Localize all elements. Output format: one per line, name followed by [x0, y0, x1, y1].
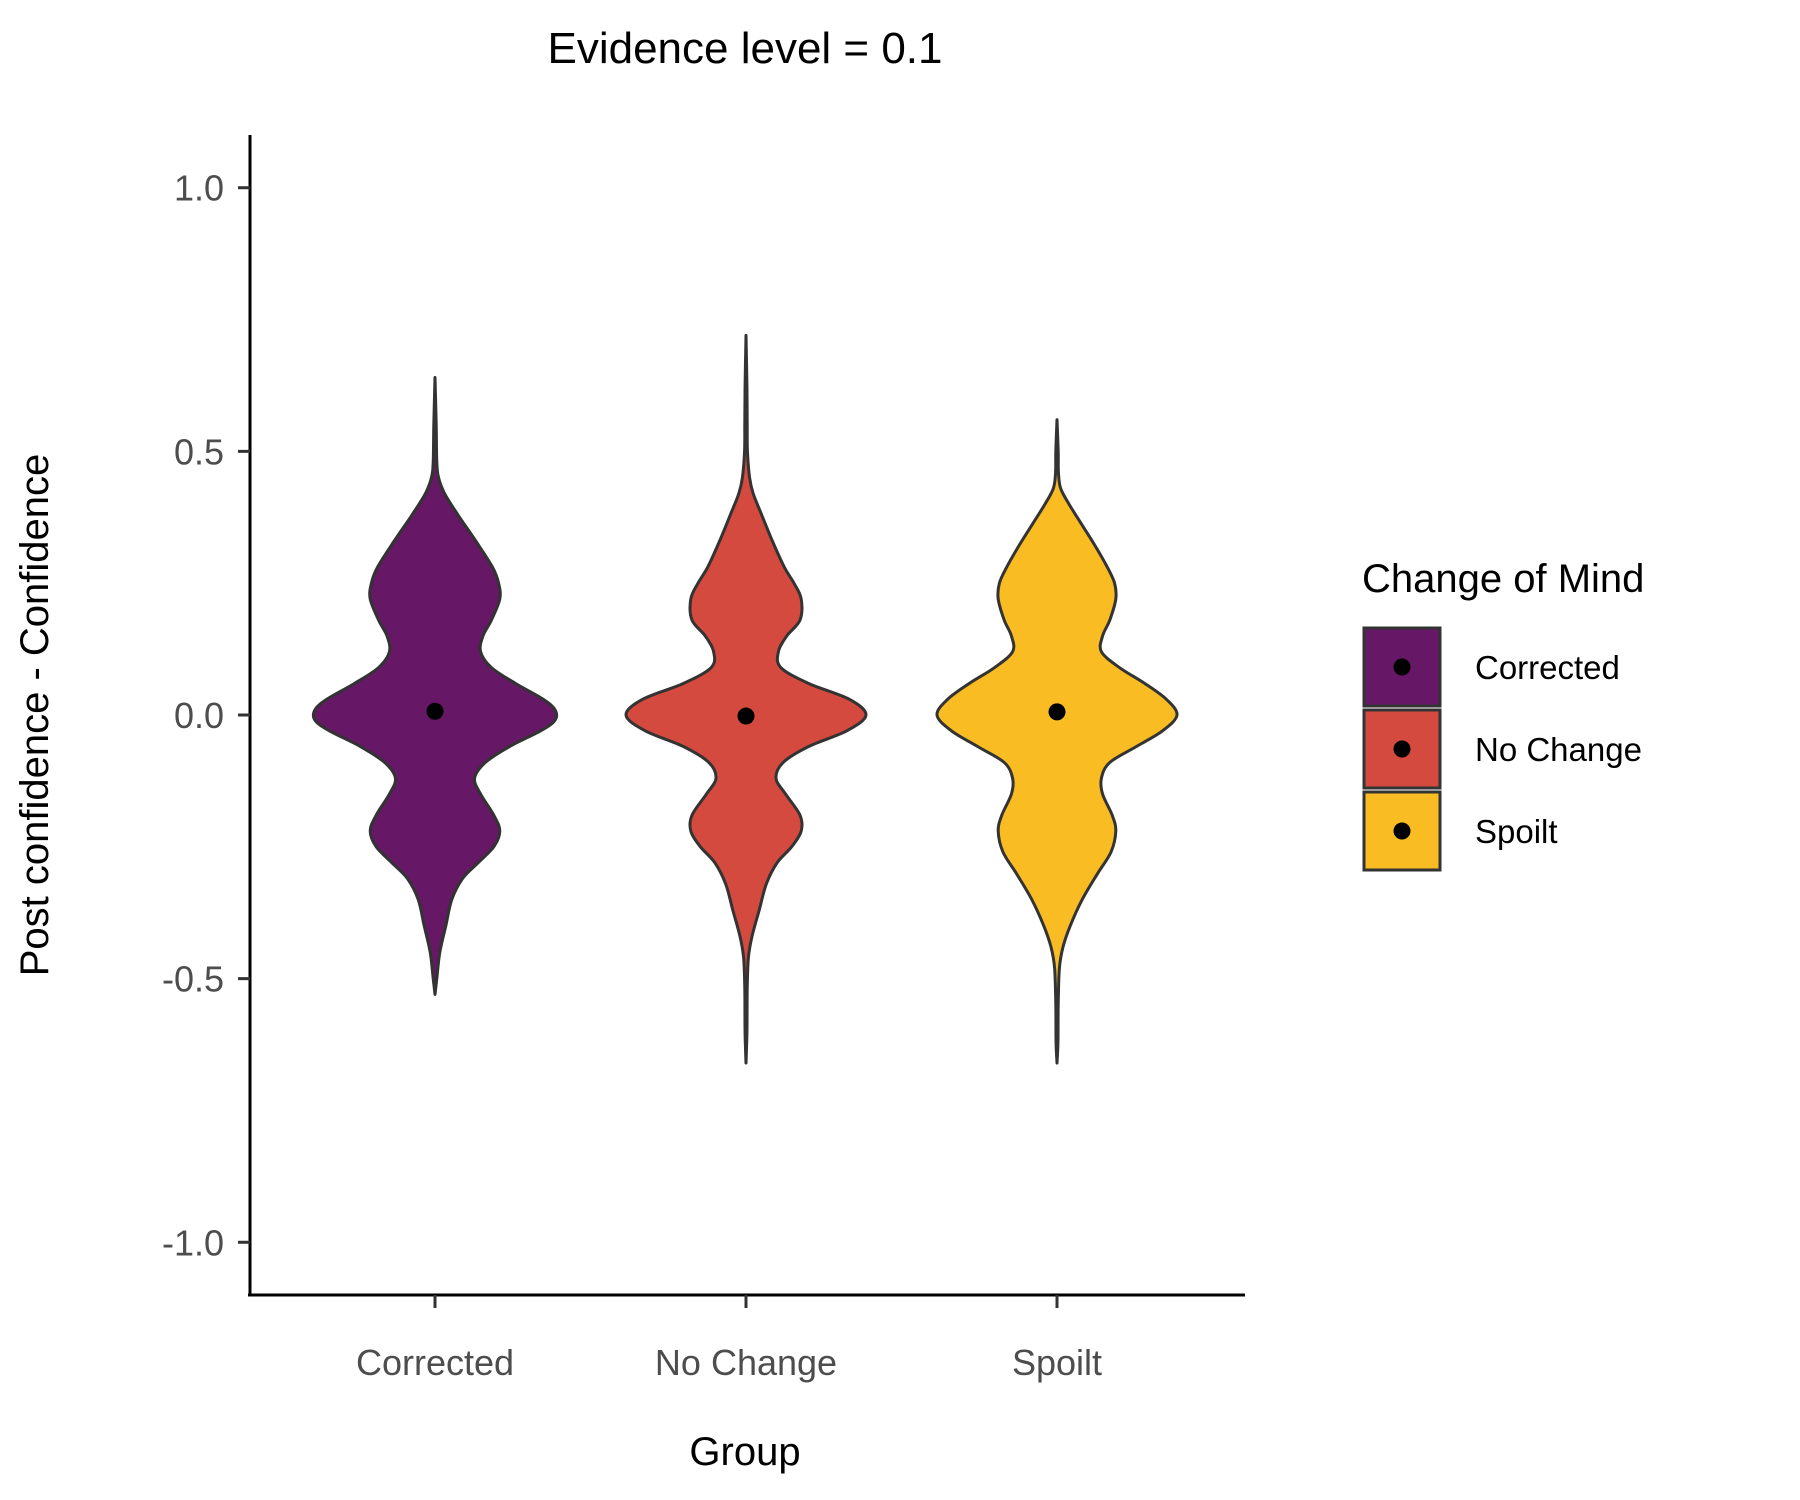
y-tick-label: -1.0 — [162, 1222, 224, 1263]
y-tick-label: 0.5 — [174, 431, 224, 472]
y-axis-ticks: 1.0 0.5 0.0 -0.5 -1.0 — [162, 168, 250, 1263]
legend-key-point — [1393, 822, 1411, 840]
mean-point-corrected — [426, 702, 444, 720]
x-axis-ticks: Corrected No Change Spoilt — [356, 1295, 1102, 1383]
violin-corrected — [311, 376, 559, 996]
x-axis-title: Group — [689, 1430, 800, 1474]
x-tick-label: Spoilt — [1012, 1342, 1102, 1383]
legend-entries: Corrected No Change Spoilt — [1362, 626, 1642, 872]
x-tick-label: Corrected — [356, 1342, 514, 1383]
y-tick-label: 1.0 — [174, 168, 224, 209]
legend-key-point — [1393, 658, 1411, 676]
violin-no-change — [624, 333, 868, 1065]
violin-spoilt — [935, 418, 1179, 1065]
y-tick-label: -0.5 — [162, 959, 224, 1000]
violin-layer — [311, 333, 1179, 1065]
x-tick-label: No Change — [655, 1342, 837, 1383]
y-axis-title: Post confidence - Confidence — [13, 454, 57, 977]
y-tick-label: 0.0 — [174, 695, 224, 736]
mean-point-no-change — [737, 707, 755, 725]
legend-title: Change of Mind — [1362, 557, 1644, 601]
legend-label-spoilt: Spoilt — [1475, 813, 1558, 850]
legend-label-corrected: Corrected — [1475, 649, 1620, 686]
mean-point-spoilt — [1048, 703, 1066, 721]
chart-title: Evidence level = 0.1 — [547, 24, 942, 73]
legend-label-no-change: No Change — [1475, 731, 1642, 768]
legend: Change of Mind Corrected No Change Spoilt — [1362, 557, 1644, 872]
legend-key-point — [1393, 740, 1411, 758]
